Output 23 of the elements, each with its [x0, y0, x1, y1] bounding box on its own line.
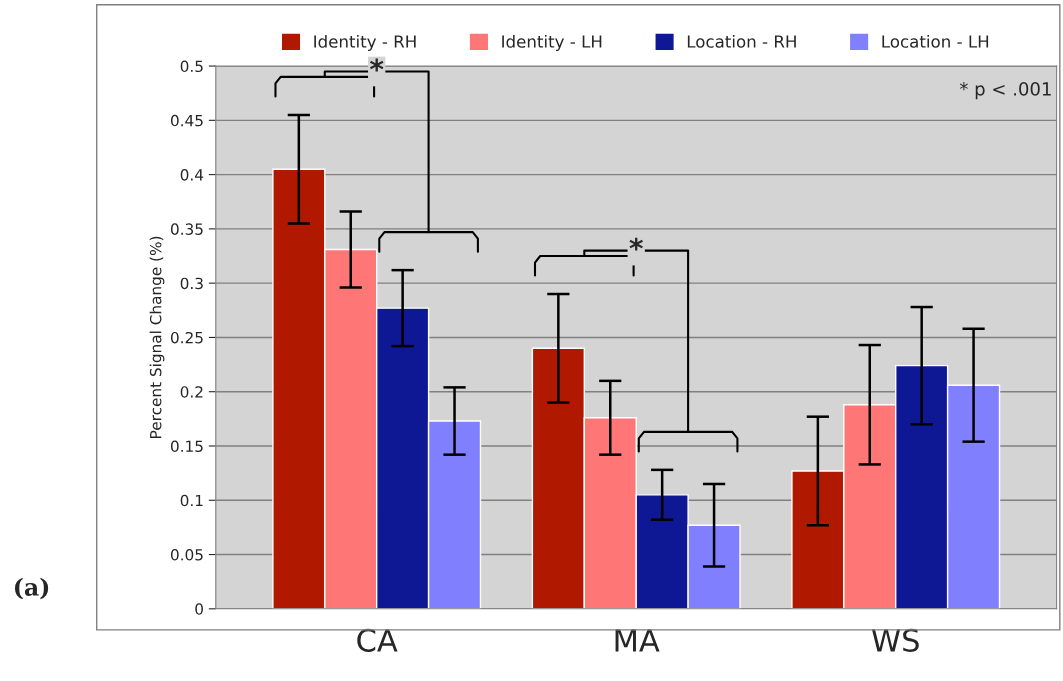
x-tick-label: MA — [615, 629, 660, 652]
y-tick-label: 0.5 — [180, 60, 203, 73]
y-tick-label: 0.15 — [170, 440, 203, 453]
y-tick-label: 0.1 — [180, 494, 203, 507]
y-axis-title: Percent Signal Change (%) — [149, 236, 165, 438]
x-tick-label: CA — [357, 628, 398, 652]
legend-label: Identity - LH — [502, 34, 602, 52]
y-tick-label: 0.4 — [180, 169, 204, 181]
legend-label: Location - RH — [687, 34, 796, 48]
y-tick-label: 0.25 — [170, 331, 203, 344]
x-tick-label: WS — [871, 628, 919, 652]
annotation: * — [369, 58, 384, 72]
text: (a) — [14, 577, 49, 600]
y-tick-label: 0.3 — [180, 277, 203, 290]
legend-label: Location - LH — [882, 34, 989, 48]
y-tick-label: 0.05 — [170, 549, 203, 561]
y-tick-label: 0 — [195, 603, 203, 615]
legend-label: Identity - RH — [314, 34, 416, 52]
y-tick-label: 0.2 — [180, 386, 203, 398]
annotation: * p < .001 — [959, 82, 1051, 100]
y-tick-label: 0.35 — [170, 223, 203, 235]
y-tick-label: 0.45 — [170, 114, 203, 127]
annotation: * — [629, 237, 643, 251]
